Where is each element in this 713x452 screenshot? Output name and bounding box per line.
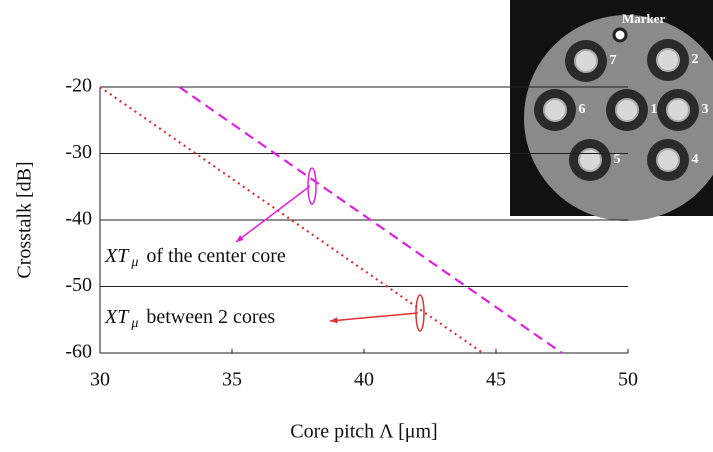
core [578,148,602,172]
core [574,49,598,73]
core-label: 1 [651,102,658,117]
annotation-arrow [235,185,311,243]
y-tick-label: -50 [65,274,92,296]
x-tick-label: 45 [486,369,506,391]
annotation-main: XT [104,306,130,328]
core-label: 6 [579,102,586,117]
x-tick-label: 40 [354,369,374,391]
core-label: 3 [702,102,709,117]
annotation-arrow [329,312,419,322]
arrow-head [330,317,338,324]
annotation-ellipse [307,167,317,205]
annotation: XT μ between 2 cores [104,306,275,332]
annotation-sub: μ [130,255,138,270]
marker-label: Marker [622,11,666,26]
y-tick-label: -20 [65,75,92,97]
y-tick-label: -60 [65,341,92,363]
core-label: 2 [692,52,699,67]
core [543,98,567,122]
annotation-sub: μ [130,316,138,331]
x-tick-label: 35 [222,369,242,391]
annotation-text: between 2 cores [146,306,275,328]
line [178,86,563,354]
annotation-text: of the center core [146,245,285,267]
core-label: 7 [610,53,617,68]
core [656,48,680,72]
x-tick-label: 30 [90,369,110,391]
marker-hole [612,27,628,43]
core [666,98,690,122]
annotation-main: XT [104,245,130,267]
core-label: 4 [692,152,699,167]
fiber-inset: Marker 1 2 3 4 5 6 7 [510,0,713,221]
y-tick-label: -40 [65,208,92,230]
x-axis-label: Core pitch Λ [μm] [290,421,437,443]
x-tick-label: 50 [618,369,638,391]
core [656,148,680,172]
arrow-head [236,235,244,242]
annotation: XT μ of the center core [104,245,286,271]
y-tick-label: -30 [65,141,92,163]
core [615,98,639,122]
core-label: 5 [614,152,621,167]
y-axis-label: Crosstalk [dB] [14,161,36,278]
